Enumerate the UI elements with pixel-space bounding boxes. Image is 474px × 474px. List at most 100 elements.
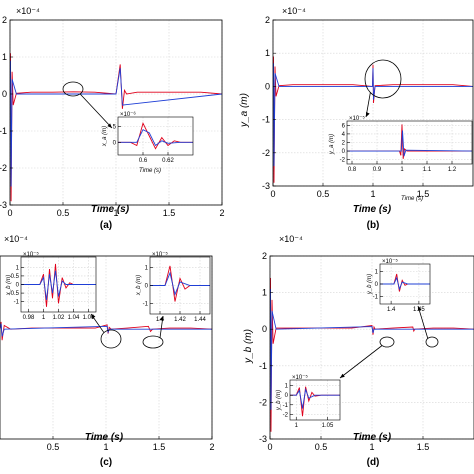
axes-frame <box>117 116 194 156</box>
y-tick-label: 0 <box>16 283 20 289</box>
main-axes-c: 0.5 1 1.5 2 <box>0 255 215 452</box>
arrowhead <box>91 314 96 319</box>
x-tick-label: 1.4 <box>156 317 165 323</box>
main-axes-a: 0 0.5 1 1.5 2 2 1 0 -1 -2 -3 <box>0 15 225 218</box>
y-tick-label: 0 <box>262 324 267 334</box>
arrowhead <box>366 112 370 117</box>
axes-frame <box>289 379 341 421</box>
series-blue-line <box>118 129 193 147</box>
inset-axes-d-0: 1.4 1.45 1 0 -1 <box>373 263 431 313</box>
series-blue-line <box>347 130 472 157</box>
pointer-arrow-line <box>339 345 383 379</box>
x-tick-label: 0.6 <box>139 158 148 164</box>
inset-axes-d-1: 1 1.05 1 0 -1 -2 <box>283 379 341 429</box>
x-tick-label: 1.42 <box>174 317 186 323</box>
x-axis-label: Time (s) <box>353 432 392 443</box>
y-tick-label: 0 <box>375 282 379 288</box>
x-axis-label: Time (s) <box>91 204 130 215</box>
y-tick-label: 1 <box>262 288 267 298</box>
y-tick-label: 4 <box>342 132 346 138</box>
y-axis-label: y_a (m) <box>239 93 250 128</box>
inset-exponent-label: ×10⁻⁵ <box>152 251 168 258</box>
series-red-line <box>273 56 473 183</box>
inset-exponent-label: ×10⁻⁵ <box>292 374 308 381</box>
exponent-label: ×10⁻⁴ <box>279 234 303 244</box>
inset-x-axis-label: Time (s) <box>139 168 161 174</box>
x-tick-label: 0 <box>270 189 275 199</box>
y-tick-label: -2 <box>259 397 267 407</box>
inset-exponent-label: ×10⁻⁵ <box>382 258 398 265</box>
inset-y-axis-label: y_b (m) <box>367 274 373 295</box>
x-tick-label: 1.5 <box>153 442 166 452</box>
exponent-label: ×10⁻⁴ <box>16 6 40 16</box>
series-blue-line <box>0 323 212 337</box>
highlight-circle <box>364 59 402 99</box>
x-tick-label: 1.04 <box>68 315 80 321</box>
y-tick-label: 0 <box>2 89 7 99</box>
y-tick-label: -1 <box>143 301 149 307</box>
y-tick-label: 1 <box>145 266 149 272</box>
series-red-line <box>21 263 96 307</box>
inset-axes-c-0: 0.98 1 1.02 1.04 1.06 1 0.5 0 -0.5 -1 <box>9 256 97 321</box>
inset-exponent-label: ×10⁻⁵ <box>349 115 365 122</box>
x-tick-label: 0.5 <box>315 442 328 452</box>
series-blue-line <box>273 63 473 167</box>
x-tick-label: 1 <box>103 442 108 452</box>
series-blue-line <box>150 271 210 296</box>
x-tick-label: 1 <box>370 189 375 199</box>
x-tick-label: 0.98 <box>23 315 35 321</box>
series-blue-line <box>21 270 96 301</box>
y-tick-label: 2 <box>262 251 267 261</box>
x-tick-label: 1.2 <box>448 167 457 173</box>
y-tick-label: -0.5 <box>9 291 20 297</box>
series-red-line <box>118 122 193 150</box>
y-tick-label: 1 <box>2 52 7 62</box>
inset-y-axis-label: y_a (m) <box>329 134 335 155</box>
exponent-label: ×10⁻⁴ <box>282 6 306 16</box>
inset-background <box>290 380 340 420</box>
inset-y-axis-label: x_b (m) <box>136 275 142 296</box>
y-tick-label: -1 <box>0 126 7 136</box>
x-tick-label: 1 <box>113 208 118 218</box>
panel-d: 0 0.5 1 1.5 2 1 0 -1 -2 -3 ×10⁻⁴ Time (s) y_b (m) (d)… <box>243 234 474 468</box>
y-tick-label: 0.5 <box>11 274 20 280</box>
x-tick-label: 2 <box>219 208 224 218</box>
inset-axes-a-0: 0.6 0.62 5 0 <box>113 116 194 164</box>
inset-background <box>347 121 472 164</box>
y-tick-label: 0 <box>265 81 270 91</box>
highlight-circle <box>62 81 84 97</box>
y-tick-label: 0 <box>145 284 149 290</box>
panel-b: 0 0.5 1 1.5 2 1 0 -1 -2 -3 ×10⁻⁴ Time (s) y_a (m) (b)… <box>239 6 474 231</box>
arrowhead <box>340 373 345 378</box>
y-tick-label: 2 <box>2 15 7 25</box>
exponent-label: ×10⁻⁴ <box>4 234 28 244</box>
y-tick-label: -2 <box>0 163 7 173</box>
panel-caption: (a) <box>100 220 112 231</box>
x-tick-label: 1 <box>400 167 404 173</box>
highlight-circle <box>425 336 439 348</box>
y-tick-label: 1 <box>265 48 270 58</box>
y-tick-label: -1 <box>259 361 267 371</box>
pointer-arrow-line <box>79 93 113 129</box>
y-tick-label: -3 <box>0 200 7 210</box>
main-axes-b: 0 0.5 1 1.5 2 1 0 -1 -2 -3 <box>262 15 474 199</box>
x-tick-label: 0.5 <box>57 208 70 218</box>
main-axes-d: 0 0.5 1 1.5 2 1 0 -1 -2 -3 <box>259 251 474 452</box>
y-axis-label: y_b (m) <box>243 329 254 364</box>
panel-caption: (b) <box>367 220 380 231</box>
series-red-line <box>10 53 222 202</box>
x-tick-label: 1.5 <box>163 208 176 218</box>
inset-y-axis-label: x_b (m) <box>6 275 12 296</box>
x-tick-label: 1.5 <box>417 189 430 199</box>
pointer-arrow-line <box>417 305 429 339</box>
x-axis-label: Time (s) <box>353 204 392 215</box>
y-tick-label: 1 <box>285 384 289 390</box>
x-tick-label: 1.06 <box>83 315 95 321</box>
y-tick-label: 0 <box>342 149 346 155</box>
y-tick-label: 2 <box>265 15 270 25</box>
y-tick-label: -2 <box>283 412 289 418</box>
x-tick-label: 0.9 <box>373 167 382 173</box>
inset-exponent-label: ×10⁻⁵ <box>23 251 39 258</box>
panel-caption: (d) <box>367 457 380 468</box>
